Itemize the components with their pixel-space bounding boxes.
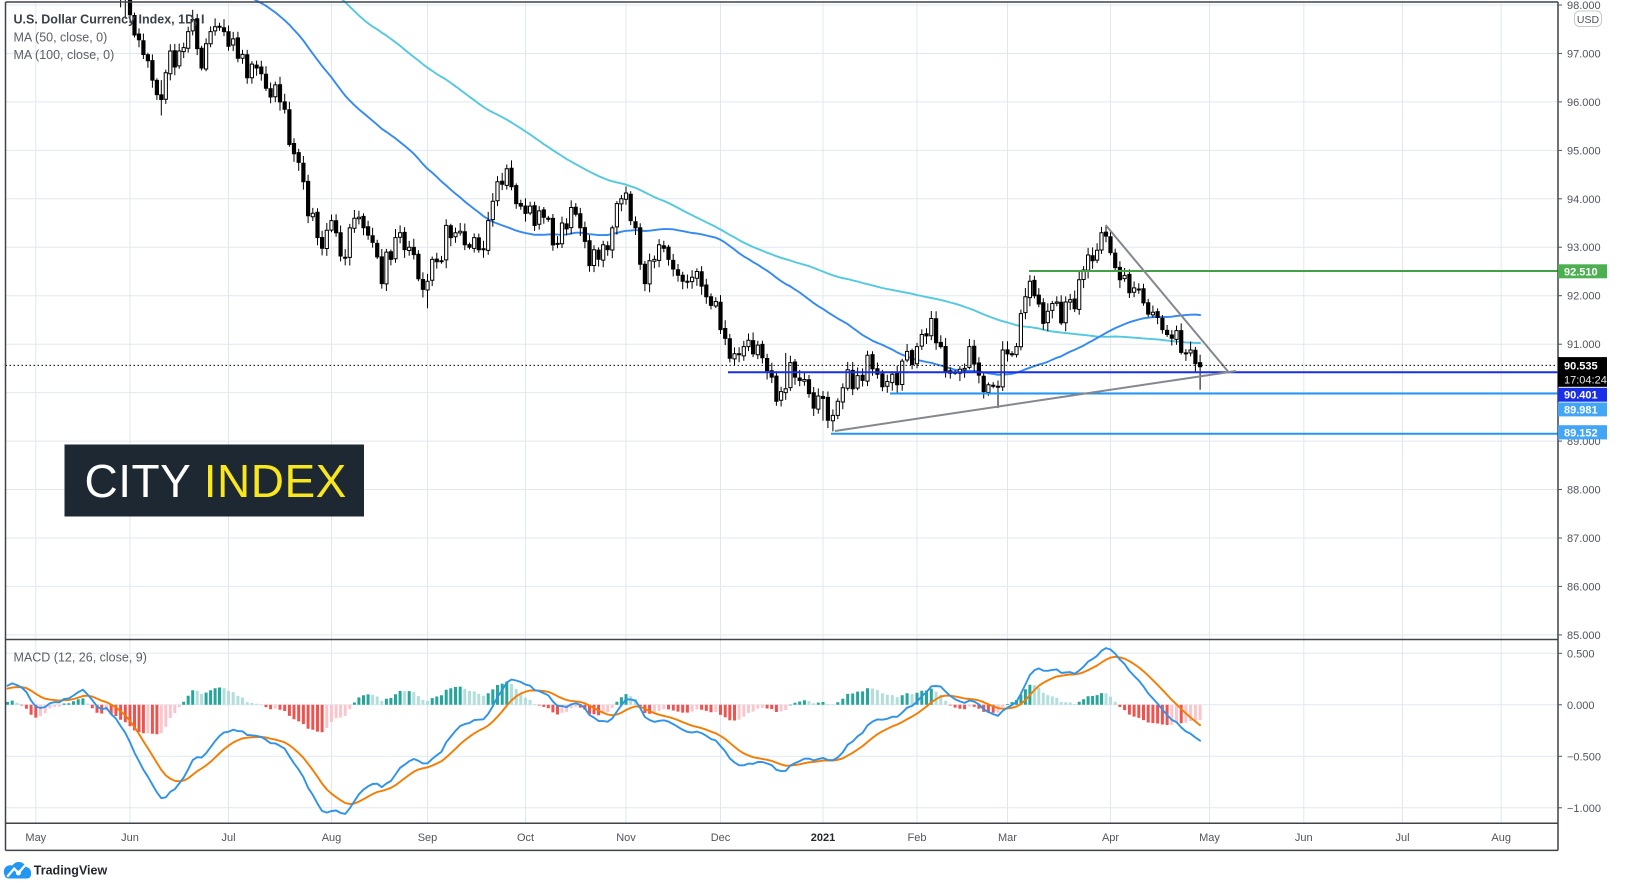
svg-text:93.000: 93.000 (1567, 242, 1601, 254)
svg-text:Apr: Apr (1102, 832, 1119, 844)
svg-text:Aug: Aug (1491, 832, 1511, 844)
svg-text:87.000: 87.000 (1567, 533, 1601, 545)
svg-text:MA (50, close, 0): MA (50, close, 0) (14, 31, 108, 45)
svg-text:89.981: 89.981 (1564, 404, 1598, 416)
svg-text:Sep: Sep (418, 832, 438, 844)
svg-text:98.000: 98.000 (1567, 0, 1601, 12)
svg-text:Oct: Oct (517, 832, 534, 844)
svg-text:Feb: Feb (908, 832, 927, 844)
svg-text:0.500: 0.500 (1567, 648, 1595, 660)
svg-text:Dec: Dec (711, 832, 731, 844)
svg-text:95.000: 95.000 (1567, 145, 1601, 157)
svg-text:May: May (25, 832, 46, 844)
svg-text:92.000: 92.000 (1567, 291, 1601, 303)
svg-text:CITY INDEX: CITY INDEX (85, 455, 347, 507)
svg-text:88.000: 88.000 (1567, 485, 1601, 497)
svg-text:Jun: Jun (121, 832, 139, 844)
svg-text:90.401: 90.401 (1564, 390, 1598, 402)
svg-text:−1.000: −1.000 (1567, 803, 1601, 815)
svg-text:USD: USD (1577, 14, 1600, 26)
svg-text:94.000: 94.000 (1567, 194, 1601, 206)
svg-text:Jun: Jun (1295, 832, 1313, 844)
svg-text:Nov: Nov (616, 832, 636, 844)
svg-text:May: May (1199, 832, 1220, 844)
svg-text:0.000: 0.000 (1567, 700, 1595, 712)
svg-text:96.000: 96.000 (1567, 97, 1601, 109)
svg-text:86.000: 86.000 (1567, 581, 1601, 593)
svg-text:Jul: Jul (221, 832, 235, 844)
svg-text:97.000: 97.000 (1567, 49, 1601, 61)
svg-text:Mar: Mar (998, 832, 1017, 844)
svg-text:89.152: 89.152 (1564, 427, 1598, 439)
svg-text:91.000: 91.000 (1567, 339, 1601, 351)
svg-text:MACD (12, 26, close, 9): MACD (12, 26, close, 9) (14, 651, 147, 665)
svg-text:17:04:24: 17:04:24 (1564, 375, 1607, 387)
svg-text:U.S. Dollar Currency Index, 1D: U.S. Dollar Currency Index, 1D, I (14, 13, 205, 27)
svg-text:92.510: 92.510 (1564, 266, 1598, 278)
svg-text:2021: 2021 (811, 832, 835, 844)
svg-text:90.535: 90.535 (1564, 360, 1598, 372)
svg-text:−0.500: −0.500 (1567, 751, 1601, 763)
svg-text:Jul: Jul (1395, 832, 1409, 844)
svg-text:MA (100, close, 0): MA (100, close, 0) (14, 48, 115, 62)
svg-text:85.000: 85.000 (1567, 630, 1601, 642)
svg-text:TradingView: TradingView (34, 864, 108, 878)
svg-text:Aug: Aug (322, 832, 342, 844)
